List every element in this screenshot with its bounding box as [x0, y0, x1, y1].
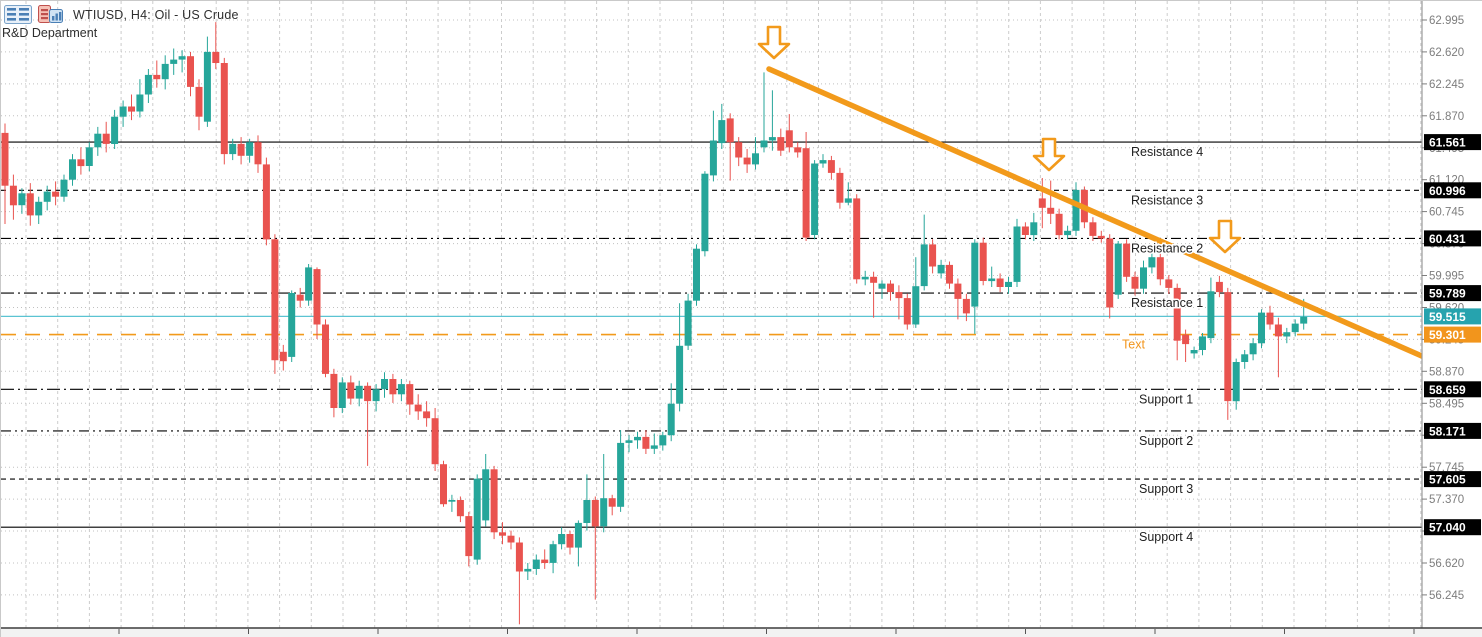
- level-label-resistance-1: Resistance 1: [1131, 296, 1203, 310]
- down-arrow-icon: [1032, 137, 1066, 172]
- level-labels: Resistance 4 Resistance 3 Resistance 2 Resi…: [1121, 144, 1205, 546]
- level-label-support-3: Support 3: [1139, 482, 1193, 496]
- svg-text:60.996: 60.996: [1429, 184, 1466, 198]
- down-arrow-icon: [1208, 219, 1242, 254]
- svg-text:59.789: 59.789: [1429, 287, 1466, 301]
- time-axis[interactable]: [1, 627, 1482, 637]
- axis-tick-label: 56.620: [1429, 558, 1464, 570]
- axis-tick-label: 56.245: [1429, 590, 1464, 602]
- svg-text:59.515: 59.515: [1429, 310, 1466, 324]
- axis-tick-label: 62.995: [1429, 15, 1464, 27]
- svg-text:58.659: 58.659: [1429, 383, 1466, 397]
- axis-tick-label: 58.495: [1429, 398, 1464, 410]
- level-label-support-2: Support 2: [1139, 434, 1193, 448]
- journal-icon[interactable]: [4, 4, 33, 25]
- level-label-support-1: Support 1: [1139, 392, 1193, 406]
- trendline[interactable]: [766, 66, 1425, 359]
- price-axis[interactable]: 62.99562.62062.24561.87061.49561.12060.7…: [1421, 1, 1482, 637]
- axis-tick-label: 62.245: [1429, 79, 1464, 91]
- chart-header: WTIUSD, H4: Oil - US Crude: [4, 4, 239, 25]
- grid-horizontal: [1, 19, 1422, 596]
- svg-text:57.040: 57.040: [1429, 521, 1466, 535]
- chart-title: WTIUSD, H4: Oil - US Crude: [73, 7, 239, 22]
- axis-price-box-text: 59.301: [1424, 326, 1481, 343]
- axis-tick-label: 61.870: [1429, 111, 1464, 123]
- svg-text:59.301: 59.301: [1429, 328, 1466, 342]
- axis-price-box-support-2: 58.171: [1424, 422, 1481, 439]
- svg-text:57.605: 57.605: [1429, 473, 1466, 487]
- down-arrow-icon: [757, 25, 791, 60]
- axis-tick-label: 58.870: [1429, 366, 1464, 378]
- axis-price-box-resistance-1: 59.789: [1424, 285, 1481, 302]
- level-label-resistance-3: Resistance 3: [1131, 193, 1203, 207]
- axis-price-box-current: 59.515: [1424, 308, 1481, 325]
- candles: [1, 22, 1308, 625]
- axis-price-box-support-3: 57.605: [1424, 471, 1481, 488]
- level-label-support-4: Support 4: [1139, 530, 1193, 544]
- svg-text:61.561: 61.561: [1429, 136, 1466, 150]
- axis-tick-label: 57.370: [1429, 494, 1464, 506]
- level-label-resistance-2: Resistance 2: [1131, 241, 1203, 255]
- axis-tick-label: 59.995: [1429, 271, 1464, 283]
- axis-price-box-resistance-3: 60.996: [1424, 182, 1481, 199]
- axis-tick-label: 60.745: [1429, 207, 1464, 219]
- axis-tick-label: 62.620: [1429, 47, 1464, 59]
- axis-price-box-support-1: 58.659: [1424, 381, 1481, 398]
- level-label-text: Text: [1122, 338, 1145, 352]
- axis-price-box-resistance-2: 60.431: [1424, 230, 1481, 247]
- charts-icon[interactable]: [38, 4, 64, 25]
- axis-price-box-resistance-4: 61.561: [1424, 134, 1481, 151]
- svg-text:60.431: 60.431: [1429, 232, 1466, 246]
- down-arrows[interactable]: [757, 25, 1242, 254]
- chart-subtitle: R&D Department: [2, 26, 98, 40]
- level-label-resistance-4: Resistance 4: [1131, 145, 1203, 159]
- axis-price-box-support-4: 57.040: [1424, 519, 1481, 536]
- svg-text:58.171: 58.171: [1429, 424, 1466, 438]
